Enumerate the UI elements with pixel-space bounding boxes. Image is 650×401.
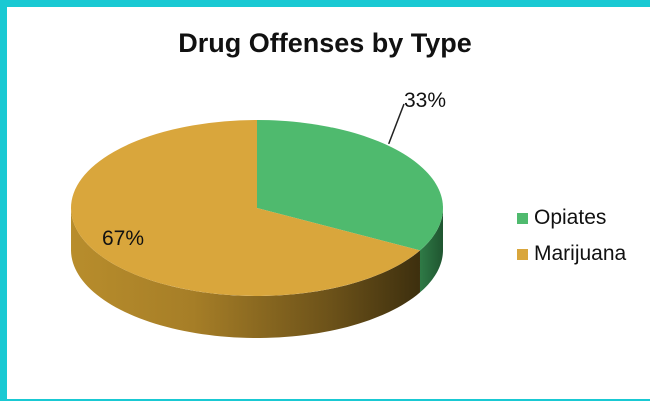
legend-item-marijuana: Marijuana [517, 236, 626, 272]
chart-title: Drug Offenses by Type [178, 28, 472, 58]
legend-label-marijuana: Marijuana [534, 242, 627, 265]
data-label-marijuana: 67% [102, 227, 144, 250]
pie-slice-opiates [257, 120, 443, 251]
pie-side-marijuana [71, 208, 420, 338]
legend-swatch-marijuana [517, 248, 528, 260]
chart-legend: Opiates Marijuana [517, 200, 626, 272]
legend-swatch-opiates [517, 212, 528, 224]
pie-side-opiates [419, 208, 443, 293]
legend-label-opiates: Opiates [534, 206, 607, 229]
data-label-opiates: 33% [404, 89, 446, 112]
leader-line-opiates [387, 103, 405, 145]
pie-slice-marijuana [70, 120, 420, 296]
legend-item-opiates: Opiates [517, 200, 626, 236]
